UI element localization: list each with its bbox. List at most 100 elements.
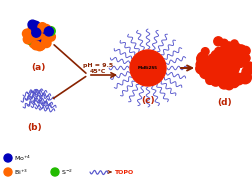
Circle shape — [242, 67, 252, 77]
Circle shape — [220, 62, 227, 69]
Text: (d): (d) — [218, 98, 232, 107]
Circle shape — [219, 58, 231, 70]
Circle shape — [208, 58, 218, 69]
Circle shape — [200, 67, 211, 79]
Text: MoBi2S5: MoBi2S5 — [138, 66, 158, 70]
Circle shape — [216, 62, 224, 70]
Circle shape — [196, 60, 205, 69]
Circle shape — [220, 67, 229, 76]
Circle shape — [40, 33, 49, 42]
Circle shape — [23, 35, 32, 44]
Circle shape — [222, 61, 230, 69]
Circle shape — [222, 60, 233, 71]
Circle shape — [220, 56, 230, 66]
Circle shape — [216, 65, 224, 73]
Circle shape — [32, 41, 41, 50]
Text: (a): (a) — [31, 63, 45, 72]
Circle shape — [215, 55, 224, 64]
Circle shape — [207, 73, 217, 83]
Circle shape — [220, 66, 229, 75]
Circle shape — [205, 57, 212, 64]
Circle shape — [228, 65, 238, 76]
Circle shape — [210, 54, 222, 66]
Circle shape — [238, 52, 247, 61]
Circle shape — [239, 72, 251, 84]
Circle shape — [44, 27, 53, 36]
Circle shape — [234, 57, 241, 64]
Circle shape — [220, 60, 229, 69]
Circle shape — [218, 53, 227, 61]
Circle shape — [28, 23, 37, 32]
Circle shape — [29, 27, 39, 36]
Circle shape — [213, 61, 224, 71]
Circle shape — [28, 20, 37, 29]
Circle shape — [42, 39, 51, 47]
Circle shape — [34, 30, 43, 39]
Circle shape — [215, 47, 222, 55]
Circle shape — [227, 69, 238, 80]
Circle shape — [218, 73, 229, 84]
Circle shape — [229, 55, 241, 66]
Circle shape — [198, 61, 209, 72]
Circle shape — [241, 55, 249, 63]
Circle shape — [204, 73, 212, 80]
Circle shape — [233, 55, 241, 63]
Circle shape — [24, 29, 33, 38]
Circle shape — [220, 53, 232, 64]
Circle shape — [222, 53, 231, 63]
Circle shape — [236, 57, 244, 66]
Circle shape — [30, 31, 39, 40]
Circle shape — [220, 39, 228, 47]
Circle shape — [225, 81, 234, 90]
Circle shape — [230, 70, 237, 78]
Text: S$^{-2}$: S$^{-2}$ — [61, 167, 73, 177]
Circle shape — [231, 43, 241, 54]
Circle shape — [29, 39, 38, 48]
Circle shape — [197, 53, 207, 64]
Circle shape — [215, 56, 225, 65]
Circle shape — [218, 67, 228, 77]
Circle shape — [227, 46, 238, 57]
Circle shape — [210, 60, 218, 68]
Circle shape — [221, 51, 230, 60]
Circle shape — [209, 54, 216, 62]
Circle shape — [243, 72, 251, 80]
Circle shape — [214, 37, 223, 46]
Circle shape — [29, 31, 38, 40]
Circle shape — [44, 29, 52, 38]
Circle shape — [219, 59, 231, 71]
Circle shape — [220, 64, 227, 71]
Circle shape — [37, 26, 46, 35]
Circle shape — [224, 45, 235, 57]
Circle shape — [216, 55, 224, 63]
Circle shape — [236, 57, 246, 67]
Circle shape — [198, 64, 208, 75]
Circle shape — [228, 54, 238, 65]
Circle shape — [220, 72, 227, 79]
Circle shape — [220, 43, 232, 54]
Circle shape — [223, 58, 234, 69]
Circle shape — [225, 42, 233, 50]
Circle shape — [219, 67, 231, 78]
Circle shape — [196, 63, 206, 74]
Circle shape — [42, 25, 51, 33]
Text: Bi$^{+3}$: Bi$^{+3}$ — [14, 167, 28, 177]
Circle shape — [208, 61, 216, 69]
Circle shape — [203, 64, 215, 76]
Circle shape — [214, 62, 226, 73]
Circle shape — [244, 62, 252, 73]
Circle shape — [219, 69, 228, 79]
Circle shape — [211, 76, 221, 86]
Circle shape — [28, 32, 37, 41]
Circle shape — [4, 154, 12, 162]
Circle shape — [230, 76, 240, 87]
Circle shape — [32, 28, 41, 37]
Circle shape — [211, 53, 222, 64]
Circle shape — [228, 69, 237, 79]
Circle shape — [201, 48, 209, 55]
Circle shape — [30, 25, 40, 34]
Circle shape — [36, 41, 45, 50]
Circle shape — [228, 64, 239, 74]
Circle shape — [130, 50, 166, 86]
Circle shape — [31, 21, 40, 30]
